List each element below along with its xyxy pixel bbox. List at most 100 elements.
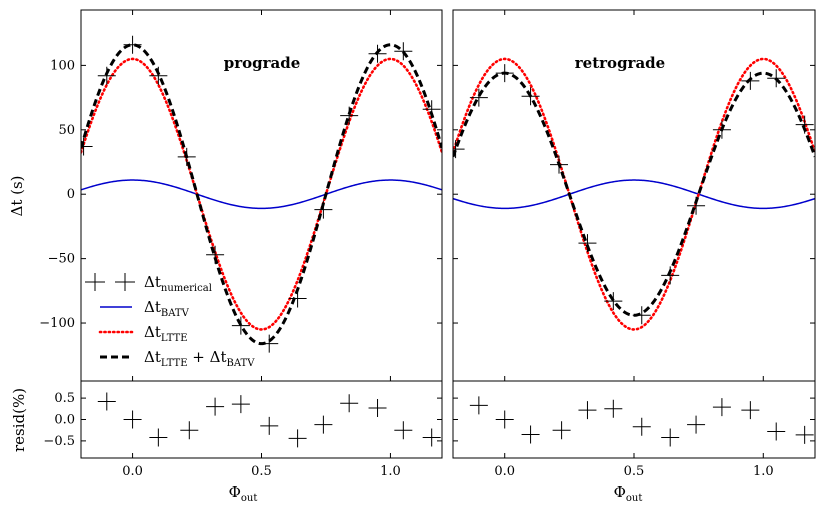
left-x-axis-label-symbol: Φ bbox=[229, 483, 241, 501]
left-residual-point-9 bbox=[340, 394, 359, 413]
left-ytick-label-2: 0 bbox=[67, 187, 75, 202]
left-x-axis-label: Φout bbox=[229, 483, 258, 504]
left-numerical-point-8 bbox=[288, 289, 307, 308]
right-numerical-point-3 bbox=[521, 87, 540, 106]
right-numerical-point-4 bbox=[550, 155, 569, 174]
left-numerical-point-4 bbox=[177, 147, 196, 166]
legend-label-numerical-sub: numerical bbox=[161, 283, 212, 294]
right-numerical-point-10 bbox=[712, 120, 731, 139]
right-residual-point-5 bbox=[604, 399, 623, 418]
left-numerical-point-9 bbox=[314, 200, 333, 219]
left-xtick-label-1: 0.5 bbox=[251, 464, 272, 479]
residual-y-axis-label: resid(%) bbox=[10, 388, 28, 452]
legend-label-batv-symbol: Δt bbox=[144, 298, 161, 316]
right-numerical-point-7 bbox=[632, 306, 651, 325]
legend-entry-ltte: ΔtLTTE bbox=[98, 323, 188, 344]
left-main-plot bbox=[81, 35, 442, 353]
right-x-axis-label-sub: out bbox=[626, 493, 642, 504]
left-residual-point-7 bbox=[288, 429, 307, 448]
legend-label-sum: ΔtLTTE + ΔtBATV bbox=[144, 348, 255, 369]
legend-label-numerical: Δtnumerical bbox=[144, 273, 212, 294]
right-residual-point-2 bbox=[521, 425, 540, 444]
right-numerical-point-8 bbox=[661, 266, 680, 285]
legend-label-ltte-symbol: Δt bbox=[144, 323, 161, 341]
legend-label-sum-symbol: Δt bbox=[144, 348, 161, 366]
left-residual-point-1 bbox=[123, 410, 142, 429]
left-residual-point-4 bbox=[206, 397, 225, 416]
left-numerical-point-2 bbox=[123, 35, 142, 54]
right-residual-point-9 bbox=[712, 398, 731, 417]
right-residual-point-4 bbox=[578, 401, 597, 420]
left-resid-ytick-label-1: 0.0 bbox=[54, 413, 75, 428]
right-numerical-point-13 bbox=[795, 115, 814, 134]
left-resid-ytick-label-0: 0.5 bbox=[54, 391, 75, 406]
right-xtick-label-0: 0.0 bbox=[494, 464, 515, 479]
right-main-plot bbox=[453, 57, 815, 331]
legend-swatch-numerical bbox=[85, 273, 135, 291]
right-numerical-point-0 bbox=[453, 140, 465, 159]
right-residual-point-7 bbox=[661, 428, 680, 447]
left-residual-point-3 bbox=[180, 421, 199, 440]
left-numerical-point-3 bbox=[149, 66, 168, 85]
left-numerical-point-5 bbox=[206, 245, 225, 264]
left-xtick-label-2: 1.0 bbox=[380, 464, 401, 479]
left-residual-point-0 bbox=[97, 392, 116, 411]
right-numerical-point-12 bbox=[767, 69, 786, 88]
legend-label-ltte: ΔtLTTE bbox=[144, 323, 188, 344]
legend-label-sum-sub2: BATV bbox=[227, 358, 256, 369]
left-numerical-point-1 bbox=[97, 66, 116, 85]
right-numerical-point-6 bbox=[604, 292, 623, 311]
legend-label-sum-plus: + Δt bbox=[188, 348, 227, 366]
left-numerical-point-13 bbox=[422, 100, 441, 119]
left-ytick-label-3: 50 bbox=[58, 123, 75, 138]
legend-label-batv: ΔtBATV bbox=[144, 298, 190, 319]
right-residual-point-12 bbox=[795, 425, 814, 444]
legend-entry-numerical: Δtnumerical bbox=[85, 273, 212, 294]
left-residual-point-5 bbox=[231, 395, 250, 414]
left-numerical-point-12 bbox=[394, 42, 413, 61]
left-residual-point-12 bbox=[422, 428, 441, 447]
right-residual-point-8 bbox=[687, 415, 706, 434]
legend-label-ltte-sub: LTTE bbox=[161, 333, 188, 344]
y-axis-label: Δt (s) bbox=[8, 175, 26, 216]
left-ytick-label-0: −100 bbox=[39, 316, 75, 331]
left-numerical-point-11 bbox=[368, 44, 387, 63]
right-residual-point-6 bbox=[632, 417, 651, 436]
right-numerical-point-5 bbox=[578, 234, 597, 253]
left-numerical-point-7 bbox=[260, 334, 279, 353]
right-numerical-point-2 bbox=[495, 64, 514, 83]
left-ytick-label-1: −50 bbox=[48, 252, 75, 267]
right-x-axis-label: Φout bbox=[614, 483, 643, 504]
right-panel-title: retrograde bbox=[575, 54, 665, 72]
right-xtick-label-1: 0.5 bbox=[624, 464, 645, 479]
right-residual-point-11 bbox=[767, 422, 786, 441]
legend-label-numerical-symbol: Δt bbox=[144, 273, 161, 291]
left-x-axis-label-sub: out bbox=[241, 493, 257, 504]
left-resid-ytick-label-2: −0.5 bbox=[43, 434, 75, 449]
left-residual-point-2 bbox=[149, 428, 168, 447]
right-residual-point-1 bbox=[495, 410, 514, 429]
right-xtick-label-2: 1.0 bbox=[753, 464, 774, 479]
left-numerical-point-6 bbox=[231, 316, 250, 335]
left-series-ltte bbox=[81, 57, 442, 331]
right-numerical-point-11 bbox=[741, 71, 760, 90]
right-residual-plot bbox=[469, 396, 814, 447]
right-residual-point-0 bbox=[469, 396, 488, 415]
left-residual-point-11 bbox=[394, 421, 413, 440]
left-residual-point-6 bbox=[260, 416, 279, 435]
legend: Δtnumerical ΔtBATV ΔtLTTE ΔtLTTE + ΔtBAT… bbox=[85, 273, 255, 369]
right-numerical-point-9 bbox=[687, 196, 706, 215]
right-x-axis-label-symbol: Φ bbox=[614, 483, 626, 501]
left-panel-title: prograde bbox=[224, 54, 301, 72]
left-ytick-label-4: 100 bbox=[50, 58, 75, 73]
left-residual-plot bbox=[97, 392, 441, 448]
left-numerical-point-0 bbox=[81, 137, 93, 156]
legend-label-sum-sub: LTTE bbox=[161, 358, 188, 369]
left-xtick-label-0: 0.0 bbox=[122, 464, 143, 479]
right-residual-point-10 bbox=[741, 401, 760, 420]
right-residual-point-3 bbox=[552, 421, 571, 440]
left-series-batv bbox=[81, 179, 442, 210]
legend-entry-sum: ΔtLTTE + ΔtBATV bbox=[100, 348, 255, 369]
